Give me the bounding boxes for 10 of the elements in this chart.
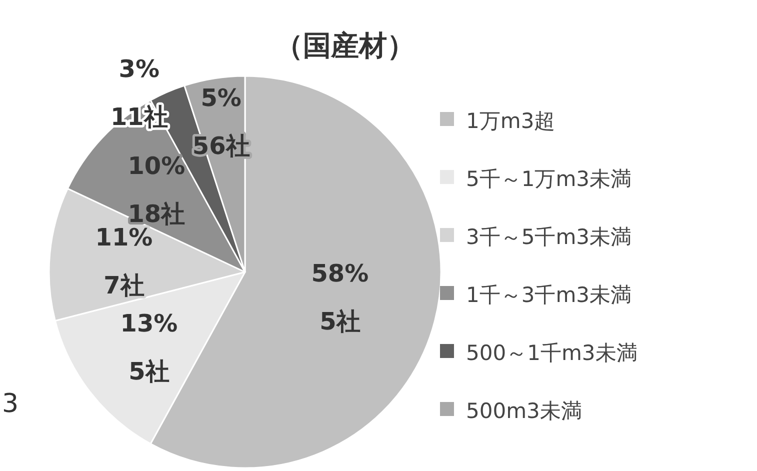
legend-label: 500～1千m3未満 [466, 341, 638, 365]
legend-label: 1千～3千m3未満 [466, 283, 632, 307]
data-label: 13% 5社 [120, 309, 178, 386]
chart-title: （国産材） [275, 29, 415, 62]
legend-label: 1万m3超 [466, 109, 556, 133]
legend-label: 500m3未満 [466, 399, 582, 423]
data-label: 58% 5社 [311, 259, 369, 336]
legend-label: 5千～1万m3未満 [466, 167, 632, 191]
legend-label: 3千～5千m3未満 [466, 225, 632, 249]
text: 3 [2, 389, 19, 419]
